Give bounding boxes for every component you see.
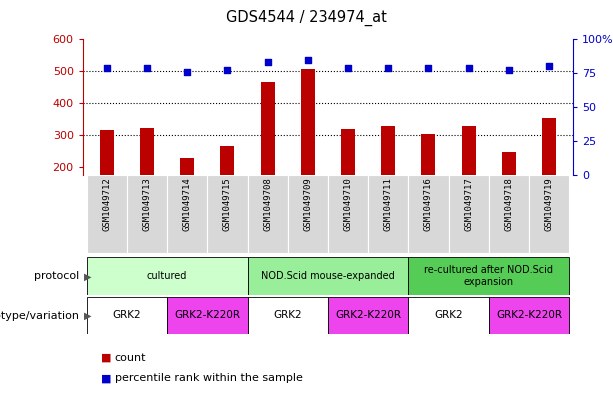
Text: GDS4544 / 234974_at: GDS4544 / 234974_at (226, 10, 387, 26)
Point (182, 69, 192, 75)
Bar (248, 175, 287, 253)
Text: GSM1049716: GSM1049716 (424, 177, 433, 231)
Bar (167, 175, 207, 253)
Text: GSM1049710: GSM1049710 (343, 177, 352, 231)
Bar (127, 175, 167, 253)
Bar (489, 297, 569, 334)
Bar (328, 297, 408, 334)
Text: GSM1049712: GSM1049712 (102, 177, 112, 231)
Point (343, 64, 353, 71)
Text: ■: ■ (101, 353, 112, 363)
Text: GSM1049718: GSM1049718 (504, 177, 513, 231)
Bar (100, 130, 114, 231)
Point (544, 63, 554, 70)
Bar (87, 175, 127, 253)
Text: ▶: ▶ (84, 310, 91, 321)
Point (223, 67, 232, 73)
Text: protocol: protocol (34, 271, 80, 281)
Text: GRK2: GRK2 (434, 310, 463, 320)
Bar (462, 126, 476, 231)
Bar (408, 175, 449, 253)
Bar (248, 297, 328, 334)
Bar (221, 146, 235, 231)
Text: GRK2: GRK2 (113, 310, 141, 320)
Bar (328, 175, 368, 253)
Bar (207, 175, 248, 253)
Text: GSM1049719: GSM1049719 (544, 177, 554, 231)
Bar (381, 126, 395, 231)
Text: re-cultured after NOD.Scid
expansion: re-cultured after NOD.Scid expansion (424, 265, 554, 287)
Bar (529, 175, 569, 253)
Text: ▶: ▶ (84, 271, 91, 281)
Text: GSM1049714: GSM1049714 (183, 177, 192, 231)
Bar (87, 257, 248, 295)
Text: GSM1049708: GSM1049708 (263, 177, 272, 231)
Text: GRK2-K220R: GRK2-K220R (496, 310, 562, 320)
Text: GRK2-K220R: GRK2-K220R (174, 310, 240, 320)
Bar (167, 297, 248, 334)
Bar (449, 175, 489, 253)
Point (102, 64, 112, 71)
Text: genotype/variation: genotype/variation (0, 310, 80, 321)
Bar (261, 83, 275, 231)
Bar (368, 175, 408, 253)
Text: ■: ■ (101, 373, 112, 384)
Point (464, 64, 474, 71)
Text: GRK2-K220R: GRK2-K220R (335, 310, 401, 320)
Bar (502, 152, 516, 231)
Text: count: count (115, 353, 146, 363)
Point (303, 57, 313, 63)
Point (263, 59, 273, 66)
Bar (408, 257, 569, 295)
Bar (341, 129, 355, 231)
Text: GSM1049715: GSM1049715 (223, 177, 232, 231)
Text: GSM1049711: GSM1049711 (384, 177, 393, 231)
Bar (287, 175, 328, 253)
Bar (489, 175, 529, 253)
Bar (87, 297, 167, 334)
Text: GRK2: GRK2 (273, 310, 302, 320)
Point (383, 64, 393, 71)
Bar (301, 69, 315, 231)
Bar (421, 134, 435, 231)
Bar (542, 118, 556, 231)
Bar (140, 128, 154, 231)
Bar (248, 257, 408, 295)
Point (504, 67, 514, 73)
Text: GSM1049709: GSM1049709 (303, 177, 313, 231)
Text: NOD.Scid mouse-expanded: NOD.Scid mouse-expanded (261, 271, 395, 281)
Text: percentile rank within the sample: percentile rank within the sample (115, 373, 302, 384)
Bar (408, 297, 489, 334)
Text: GSM1049717: GSM1049717 (464, 177, 473, 231)
Text: GSM1049713: GSM1049713 (143, 177, 151, 231)
Text: cultured: cultured (147, 271, 188, 281)
Point (142, 64, 152, 71)
Bar (180, 158, 194, 231)
Point (424, 64, 433, 71)
